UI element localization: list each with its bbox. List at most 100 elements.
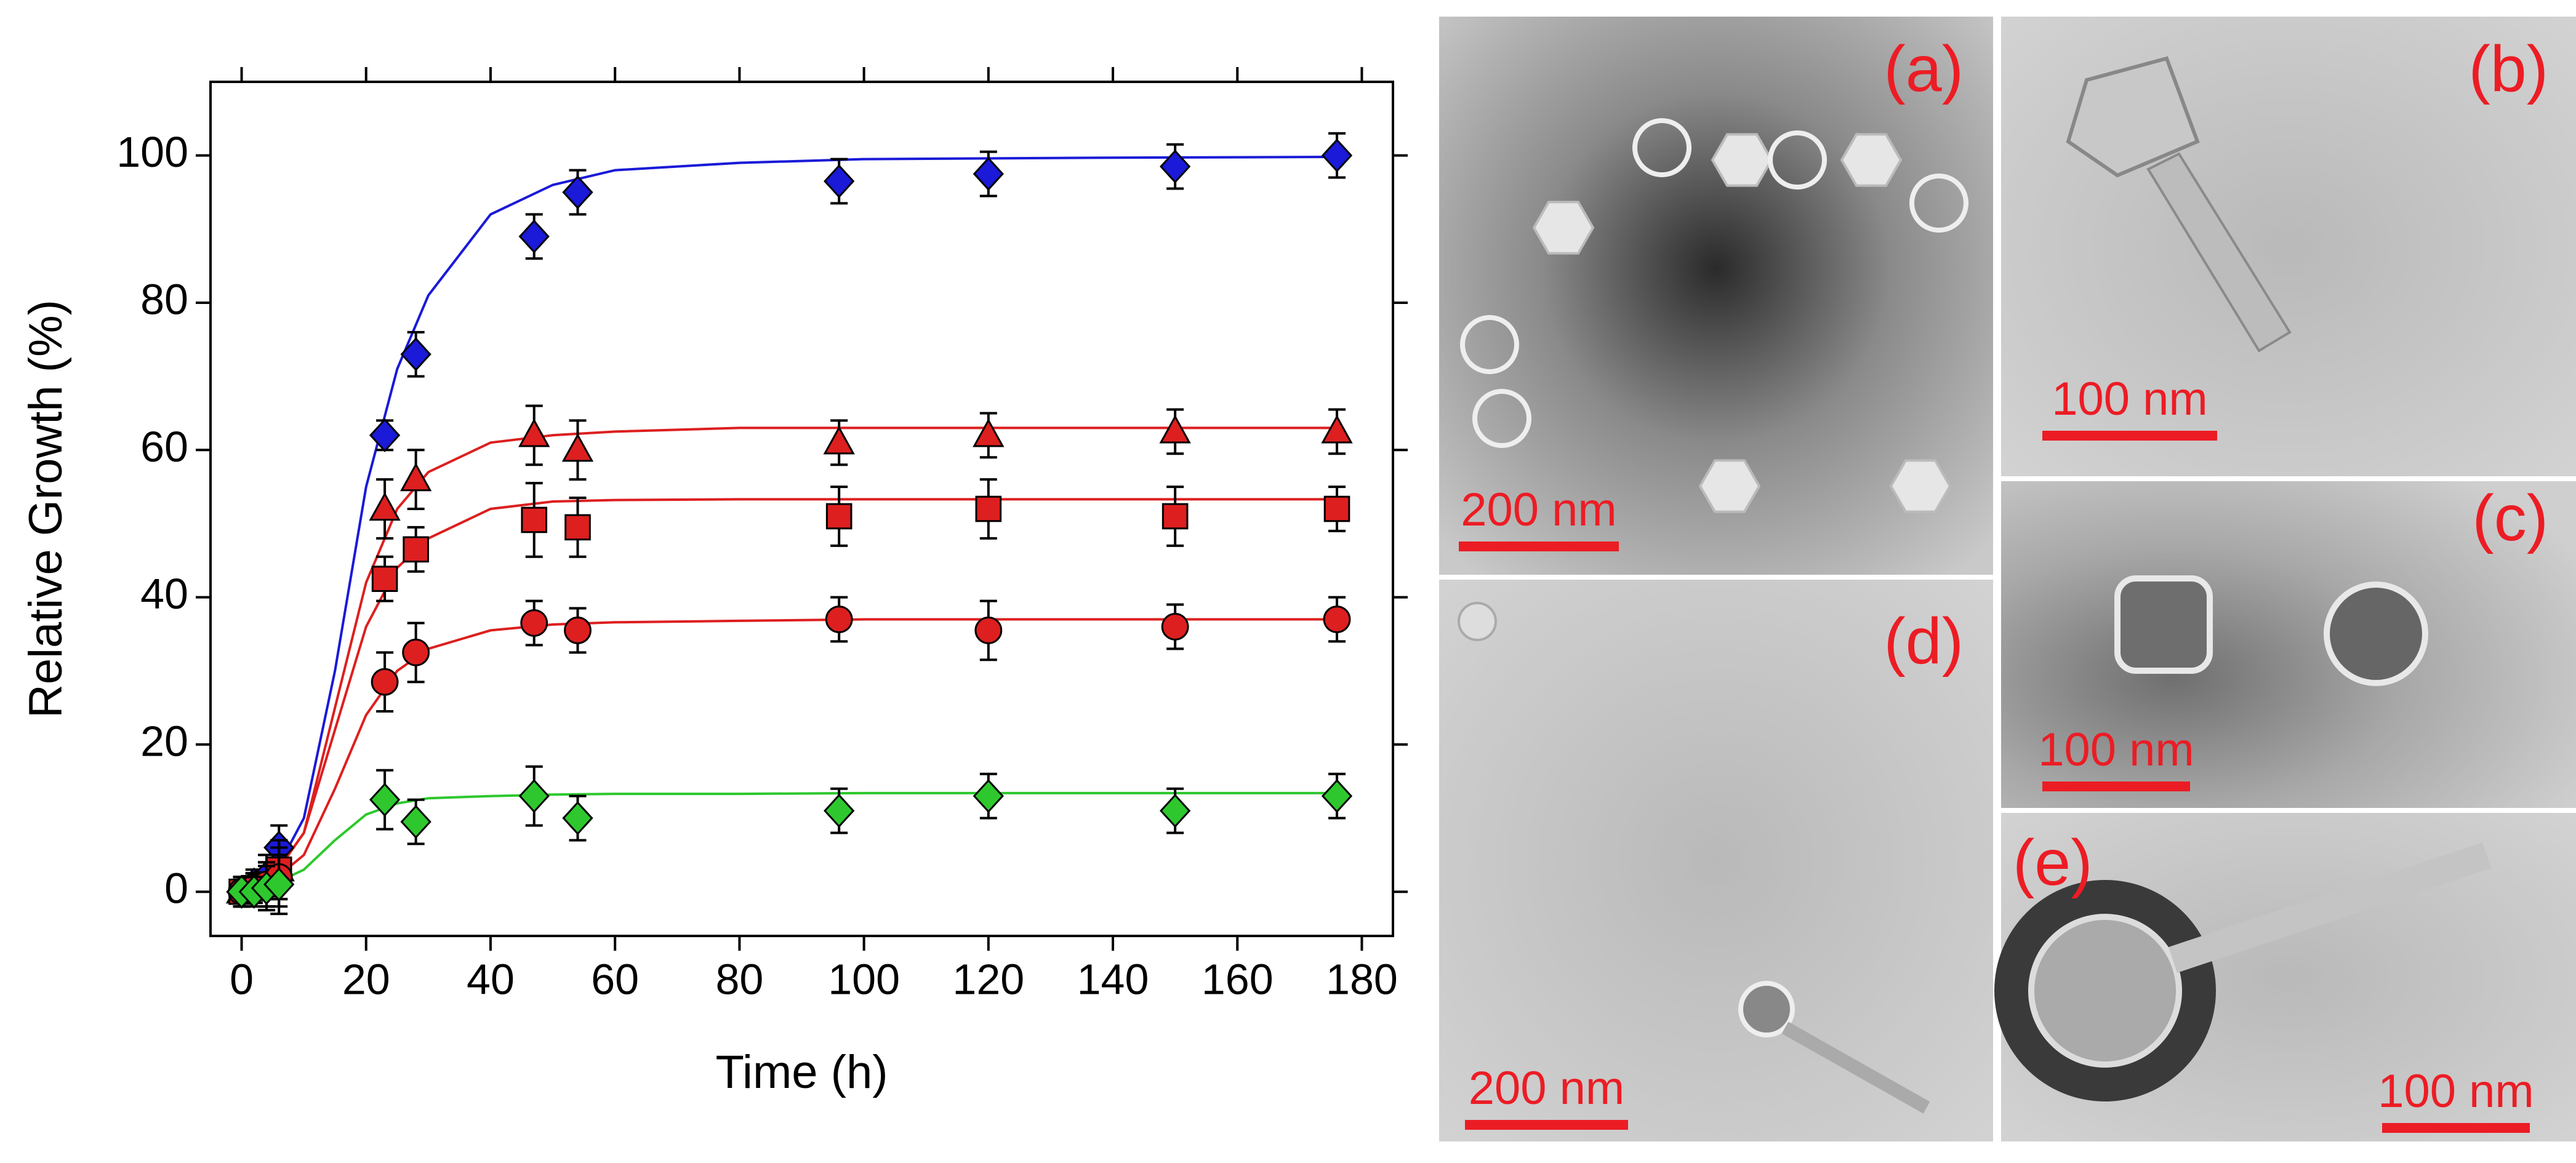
phage-head	[2066, 56, 2200, 178]
marker	[973, 779, 1004, 813]
y-tick-label: 40	[140, 570, 188, 618]
phage-head	[2324, 582, 2428, 686]
phage-head	[2114, 575, 2213, 674]
marker	[400, 462, 432, 492]
particle	[1768, 130, 1827, 190]
x-tick-label: 140	[1077, 955, 1149, 1003]
marker	[371, 566, 398, 592]
marker	[974, 617, 1003, 644]
marker	[1321, 138, 1353, 173]
particle	[1632, 118, 1691, 177]
panel-label: (a)	[1884, 33, 1964, 105]
scale-bar	[2042, 431, 2217, 441]
panel-label: (c)	[2472, 482, 2548, 554]
panel-label: (b)	[2468, 33, 2548, 105]
x-axis-title: Time (h)	[715, 1046, 888, 1098]
marker	[521, 506, 548, 534]
x-tick-label: 160	[1202, 955, 1274, 1003]
marker	[400, 805, 431, 839]
marker	[518, 418, 550, 447]
marker	[973, 418, 1005, 447]
particle	[1698, 459, 1761, 513]
scale-bar	[1465, 1120, 1628, 1130]
particle	[1460, 315, 1519, 374]
marker	[403, 536, 429, 563]
marker	[975, 495, 1002, 522]
particle	[1532, 201, 1595, 255]
marker	[973, 157, 1004, 191]
marker	[1161, 613, 1189, 641]
phage-head	[2028, 914, 2182, 1068]
x-tick-label: 0	[230, 955, 254, 1003]
x-tick-label: 120	[952, 955, 1024, 1003]
phage-tail	[2169, 842, 2491, 973]
particle	[1909, 174, 1968, 233]
x-tick-label: 100	[828, 955, 900, 1003]
y-tick-label: 0	[164, 865, 188, 913]
marker	[825, 605, 853, 633]
particle	[1889, 459, 1952, 513]
y-tick-label: 20	[140, 717, 188, 765]
panel-label: (e)	[2013, 826, 2093, 899]
y-tick-label: 80	[140, 275, 188, 323]
scale-bar	[1459, 542, 1619, 551]
marker	[371, 668, 399, 696]
marker	[1321, 415, 1353, 444]
x-tick-label: 20	[342, 955, 390, 1003]
marker	[561, 433, 594, 462]
x-tick-label: 80	[715, 955, 763, 1003]
marker	[1162, 503, 1189, 530]
micrograph	[2001, 481, 2576, 808]
marker	[369, 492, 401, 521]
y-tick-label: 60	[140, 423, 188, 471]
plot-frame	[209, 81, 1394, 937]
marker	[824, 164, 855, 199]
marker	[564, 617, 592, 644]
marker	[562, 175, 593, 210]
marker	[1323, 605, 1351, 633]
particle	[1472, 389, 1531, 448]
particle	[1458, 602, 1497, 641]
marker	[1321, 779, 1353, 813]
marker	[400, 337, 431, 372]
marker	[1159, 415, 1191, 444]
marker	[1160, 794, 1191, 828]
scale-bar-label: 100 nm	[2038, 724, 2194, 776]
marker	[1160, 150, 1191, 184]
marker	[369, 418, 401, 452]
phage-head	[1738, 981, 1795, 1037]
fit-curve	[241, 498, 1337, 893]
scale-bar	[2382, 1123, 2530, 1133]
scale-bar-label: 200 nm	[1469, 1062, 1625, 1114]
fit-curve	[241, 791, 1337, 893]
scale-bar-label: 100 nm	[2052, 373, 2208, 425]
marker	[564, 514, 591, 541]
marker	[518, 779, 550, 813]
particle	[1711, 133, 1773, 187]
marker	[263, 867, 295, 901]
y-tick-label: 100	[116, 128, 188, 176]
phage-tail	[1781, 1021, 1930, 1114]
y-axis-title: Relative Growth (%)	[20, 300, 72, 718]
marker	[369, 783, 401, 817]
marker	[518, 219, 550, 254]
marker	[1323, 495, 1350, 522]
marker	[824, 794, 855, 828]
x-tick-label: 40	[467, 955, 515, 1003]
marker	[823, 426, 855, 455]
x-tick-label: 60	[591, 955, 639, 1003]
phage-tail	[2146, 152, 2292, 353]
x-tick-label: 180	[1326, 955, 1398, 1003]
scale-bar-label: 100 nm	[2378, 1065, 2534, 1117]
marker	[562, 801, 593, 836]
panel-label: (d)	[1884, 605, 1964, 677]
particle	[1840, 133, 1903, 187]
scale-bar-label: 200 nm	[1461, 484, 1617, 536]
marker	[825, 503, 853, 530]
marker	[520, 609, 548, 637]
scale-bar	[2042, 781, 2190, 791]
micrograph	[1439, 580, 1993, 1141]
marker	[402, 638, 430, 666]
